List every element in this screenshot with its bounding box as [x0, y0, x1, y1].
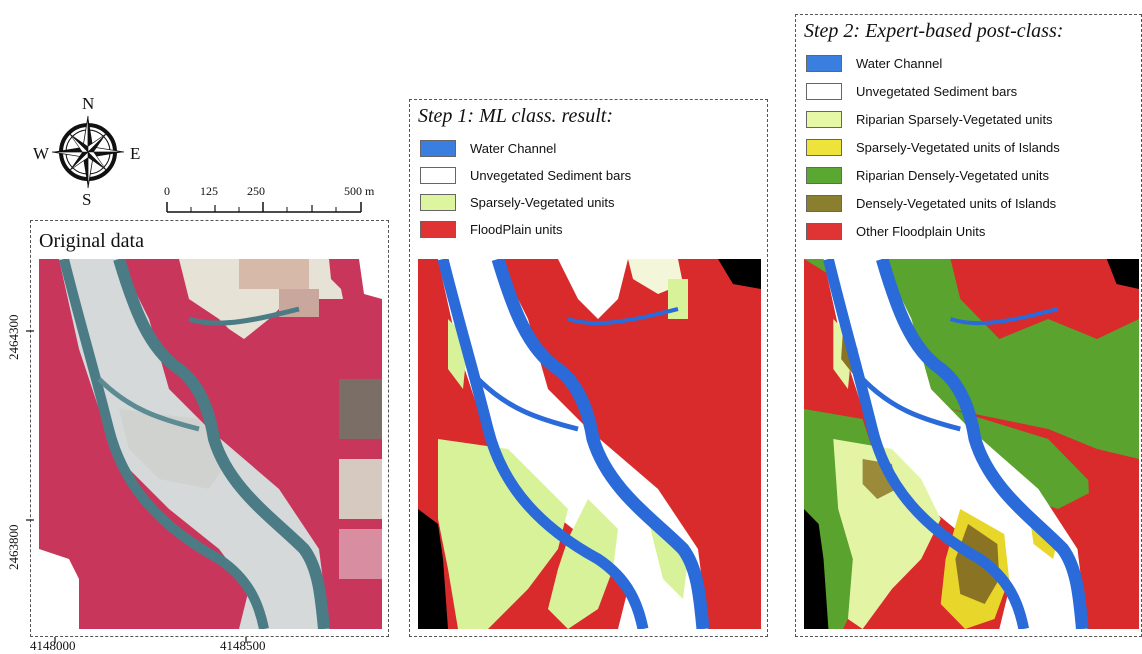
x-coord-4148500: 4148500 [220, 638, 266, 653]
compass-east-label: E [130, 144, 141, 163]
y-axis-ticks [26, 330, 34, 521]
legend-item: Other Floodplain Units [806, 220, 985, 242]
panel-original-title: Original data [39, 230, 144, 252]
legend-item: Water Channel [806, 52, 942, 74]
legend-label: Riparian Sparsely-Vegetated units [856, 111, 1053, 127]
legend-item: Sparsely-Vegetated units [420, 191, 615, 213]
legend-swatch [806, 194, 842, 212]
legend-label: Unvegetated Sediment bars [856, 83, 1018, 99]
legend-swatch [806, 82, 842, 100]
legend-swatch [806, 54, 842, 72]
original-data-map [39, 259, 382, 629]
step2-classification-map [804, 259, 1139, 629]
compass-icon [51, 115, 125, 189]
legend-label: Water Channel [470, 140, 557, 156]
legend-item: FloodPlain units [420, 218, 563, 240]
legend-label: Riparian Densely-Vegetated units [856, 167, 1049, 183]
scale-tick-500: 500 m [344, 184, 375, 198]
legend-label: Sparsely-Vegetated units of Islands [856, 139, 1060, 155]
step1-legend: Water Channel Unvegetated Sediment bars … [420, 137, 760, 247]
legend-label: Unvegetated Sediment bars [470, 167, 632, 183]
compass-rose: N W E S [30, 94, 150, 209]
panel-step1: Step 1: ML class. result: Water Channel … [409, 99, 768, 637]
step1-classification-map [418, 259, 761, 629]
legend-swatch [806, 110, 842, 128]
legend-item: Unvegetated Sediment bars [420, 164, 631, 186]
scale-bar: 0 125 250 500 m [160, 184, 380, 214]
legend-swatch [420, 139, 456, 157]
y-coord-2463800: 2463800 [6, 524, 21, 571]
scale-tick-125: 125 [200, 184, 218, 198]
legend-swatch [806, 222, 842, 240]
legend-item: Riparian Densely-Vegetated units [806, 164, 1049, 186]
scale-bar-line [166, 202, 362, 213]
step2-title: Step 2: Expert-based post-class: [804, 20, 1064, 42]
compass-north-label: N [82, 94, 95, 113]
compass-west-label: W [33, 144, 50, 163]
legend-label: FloodPlain units [470, 221, 563, 237]
legend-label: Other Floodplain Units [856, 223, 986, 239]
scale-tick-250: 250 [247, 184, 265, 198]
legend-swatch [420, 220, 456, 238]
legend-item: Sparsely-Vegetated units of Islands [806, 136, 1060, 158]
x-axis-ticks [54, 637, 247, 643]
step1-title: Step 1: ML class. result: [418, 105, 613, 127]
legend-swatch [806, 166, 842, 184]
scale-tick-0: 0 [164, 184, 170, 198]
compass-south-label: S [82, 190, 92, 209]
step2-legend: Water Channel Unvegetated Sediment bars … [806, 52, 1141, 242]
legend-swatch [420, 193, 456, 211]
panel-original-data: Original data [30, 220, 389, 637]
legend-label: Water Channel [856, 55, 943, 71]
x-coord-4148000: 4148000 [30, 638, 76, 653]
legend-item: Water Channel [420, 137, 556, 159]
y-coord-2464300: 2464300 [6, 314, 21, 361]
panel-step2: Step 2: Expert-based post-class: Water C… [795, 14, 1142, 637]
legend-item: Densely-Vegetated units of Islands [806, 192, 1056, 214]
legend-label: Sparsely-Vegetated units [470, 194, 615, 210]
legend-swatch [420, 166, 456, 184]
legend-item: Riparian Sparsely-Vegetated units [806, 108, 1053, 130]
legend-swatch [806, 138, 842, 156]
legend-item: Unvegetated Sediment bars [806, 80, 1017, 102]
legend-label: Densely-Vegetated units of Islands [856, 195, 1057, 211]
